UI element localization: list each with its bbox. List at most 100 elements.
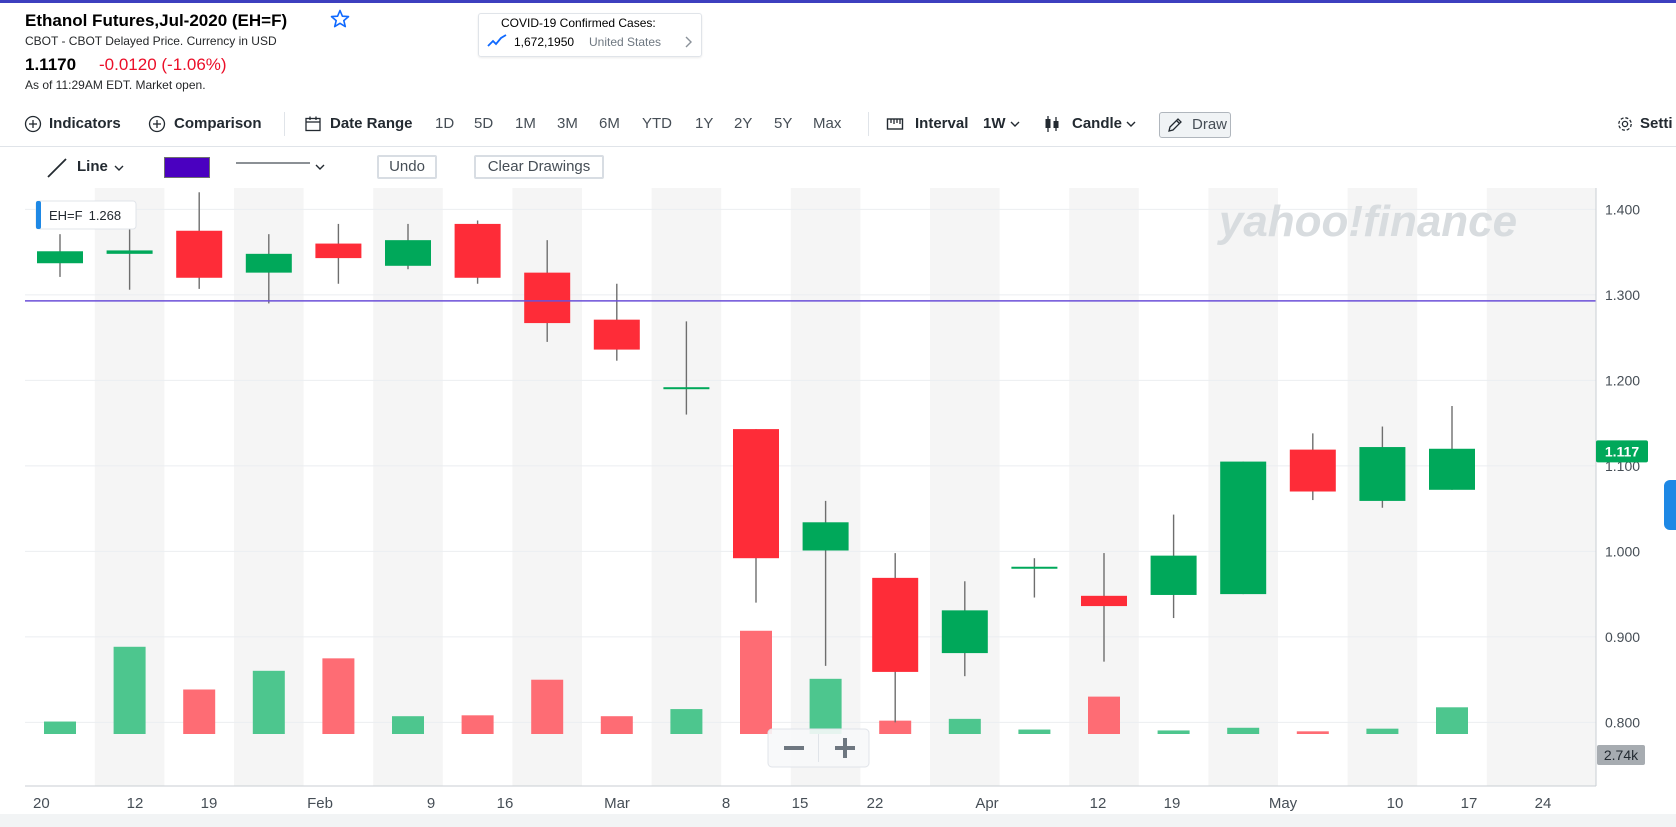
- chevron-down-icon[interactable]: [1125, 118, 1137, 130]
- x-tick-label: 10: [1387, 795, 1404, 812]
- x-tick-label: 9: [427, 795, 435, 812]
- range-ytd[interactable]: YTD: [642, 115, 672, 132]
- candle-body: [872, 577, 919, 672]
- volume-bar: [948, 718, 981, 734]
- candle-body: [1150, 555, 1197, 595]
- candle-body: [1220, 461, 1267, 595]
- candle-body: [315, 243, 362, 259]
- y-tick-label: 1.300: [1605, 287, 1640, 303]
- volume-bar: [183, 689, 216, 734]
- undo-button[interactable]: Undo: [377, 155, 437, 179]
- volume-bar: [1436, 707, 1468, 734]
- range-max[interactable]: Max: [813, 115, 842, 132]
- candle-body: [37, 251, 83, 264]
- side-panel-toggle[interactable]: [1664, 480, 1676, 530]
- chevron-down-icon[interactable]: [113, 163, 125, 173]
- range-5y[interactable]: 5Y: [774, 115, 793, 132]
- candle-body: [802, 522, 849, 551]
- volume-bar: [1018, 729, 1051, 734]
- line-color-swatch[interactable]: [164, 157, 210, 178]
- candle-body: [1359, 447, 1406, 501]
- candlestick-icon: [1045, 116, 1059, 132]
- zoom-control[interactable]: [767, 728, 870, 768]
- market-status: As of 11:29AM EDT. Market open.: [25, 78, 206, 92]
- volume-bar: [113, 646, 146, 734]
- x-tick-label: 12: [1090, 795, 1107, 812]
- volume-bar: [1296, 731, 1329, 734]
- last-price-label: 1.117: [1605, 443, 1639, 459]
- plus-circle-icon: [24, 115, 42, 133]
- candle-body: [245, 253, 292, 273]
- x-tick-label: 19: [201, 795, 218, 812]
- chart-toolbar: Indicators Comparison Date Range 1D 5D 1…: [0, 104, 1676, 147]
- candlestick-chart[interactable]: yahoo!finance 1.4001.3001.2001.1001.0000…: [0, 188, 1676, 814]
- covid-region: United States: [589, 35, 662, 49]
- range-2y[interactable]: 2Y: [734, 115, 753, 132]
- candles: [37, 192, 1475, 723]
- last-price-tag: 1.117: [1596, 440, 1648, 463]
- week-band: [373, 188, 443, 786]
- zoom-in-icon[interactable]: [835, 738, 855, 758]
- quote-title: Ethanol Futures,Jul-2020 (EH=F): [25, 11, 288, 30]
- x-tick-label: Apr: [975, 795, 998, 812]
- covid-case-count: 1,672,1950: [514, 35, 575, 49]
- week-band: [1526, 188, 1596, 786]
- date-range-button[interactable]: Date Range: [330, 115, 413, 132]
- trend-line-icon: [487, 34, 507, 47]
- covid-widget[interactable]: COVID-19 Confirmed Cases: 1,672,1950 Uni…: [478, 13, 702, 57]
- volume-bar: [670, 709, 703, 734]
- zoom-out-icon[interactable]: [784, 746, 804, 750]
- draw-label: Draw: [1192, 116, 1228, 133]
- line-tool-button[interactable]: Line: [77, 158, 108, 175]
- x-tick-label: 17: [1461, 795, 1478, 812]
- x-tick-label: Feb: [307, 795, 333, 812]
- interval-value[interactable]: 1W: [983, 115, 1006, 132]
- interval-label[interactable]: Interval: [915, 115, 969, 132]
- week-band: [1069, 188, 1139, 786]
- candle-body: [176, 230, 223, 278]
- candle-body: [524, 272, 571, 324]
- plus-circle-icon: [148, 115, 166, 133]
- x-tick-label: 15: [792, 795, 809, 812]
- tooltip-value: 1.268: [89, 208, 122, 223]
- x-tick-label: 24: [1535, 795, 1552, 812]
- range-1d[interactable]: 1D: [435, 115, 455, 132]
- calendar-icon: [305, 116, 321, 132]
- x-tick-label: 19: [1164, 795, 1181, 812]
- clear-drawings-button[interactable]: Clear Drawings: [474, 155, 604, 179]
- tooltip-symbol: EH=F: [49, 208, 83, 223]
- volume-bar: [44, 721, 76, 734]
- volume-bar: [461, 715, 494, 734]
- yahoo-finance-watermark: yahoo!finance: [1217, 197, 1517, 246]
- range-5d[interactable]: 5D: [474, 115, 494, 132]
- svg-text:EH=F1.268: EH=F 1.268: [49, 208, 121, 223]
- toolbar-divider: [868, 112, 869, 136]
- y-tick-label: 0.800: [1605, 714, 1640, 730]
- comparison-button[interactable]: Comparison: [174, 115, 262, 132]
- volume-bar: [740, 630, 772, 734]
- star-icon[interactable]: [330, 9, 350, 29]
- chevron-down-icon[interactable]: [1009, 118, 1021, 130]
- drawing-toolbar: Line Undo Clear Drawings: [0, 146, 1676, 188]
- range-3m[interactable]: 3M: [557, 115, 578, 132]
- indicators-button[interactable]: Indicators: [49, 115, 121, 132]
- ruler-icon: [886, 118, 904, 130]
- gear-icon: [1618, 117, 1632, 131]
- volume-bar: [1366, 728, 1399, 734]
- draw-button[interactable]: Draw: [1159, 112, 1231, 138]
- settings-button[interactable]: Setti: [1640, 115, 1673, 132]
- chart-type-button[interactable]: Candle: [1072, 115, 1123, 132]
- week-band: [930, 188, 1000, 786]
- volume-bar: [392, 716, 424, 734]
- tooltip: EH=F 1.268: [35, 200, 137, 230]
- range-1y[interactable]: 1Y: [695, 115, 714, 132]
- volume-bars: [44, 630, 1468, 734]
- candle-body: [1429, 448, 1475, 490]
- volume-bar: [531, 679, 564, 734]
- x-tick-label: 16: [497, 795, 514, 812]
- line-style-selector[interactable]: [234, 157, 330, 175]
- covid-title: COVID-19 Confirmed Cases:: [501, 16, 656, 30]
- range-6m[interactable]: 6M: [599, 115, 620, 132]
- range-1m[interactable]: 1M: [515, 115, 536, 132]
